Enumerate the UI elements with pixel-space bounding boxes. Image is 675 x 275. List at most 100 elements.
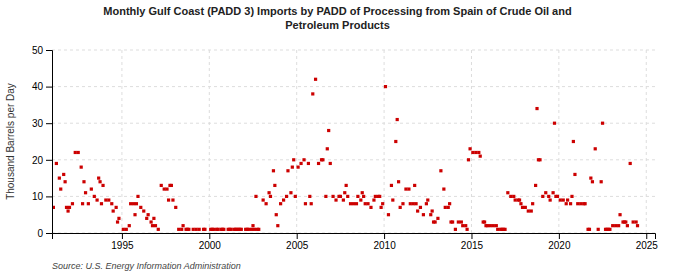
title-line: Monthly Gulf Coast (PADD 3) Imports by P… — [103, 5, 571, 17]
point — [334, 198, 337, 201]
point — [115, 206, 118, 209]
point — [419, 206, 422, 209]
x-tick-mark — [122, 233, 123, 239]
point — [617, 224, 620, 227]
point — [556, 195, 559, 198]
point — [583, 202, 586, 205]
y-tick-mark — [46, 50, 52, 51]
point — [591, 180, 594, 183]
point — [304, 202, 307, 205]
points — [52, 78, 639, 231]
y-tick-label: 40 — [32, 81, 44, 92]
point — [576, 202, 579, 205]
point — [90, 187, 93, 190]
point — [464, 224, 467, 227]
point — [519, 202, 522, 205]
point — [203, 228, 206, 231]
x-tick: 2000 — [199, 233, 222, 251]
point — [618, 213, 621, 216]
point — [82, 180, 85, 183]
point — [286, 169, 289, 172]
point — [401, 202, 404, 205]
point — [181, 224, 184, 227]
point — [58, 177, 61, 180]
grid-line-x — [209, 50, 210, 233]
point — [84, 191, 87, 194]
point — [198, 228, 201, 231]
point — [339, 195, 342, 198]
point — [100, 202, 103, 205]
point — [447, 206, 450, 209]
point — [308, 195, 311, 198]
point — [496, 228, 499, 231]
y-tick-label: 0 — [37, 228, 43, 239]
x-tick: 1995 — [111, 233, 134, 251]
point — [573, 173, 576, 176]
grid-line-y — [52, 196, 655, 197]
point — [394, 140, 397, 143]
point — [314, 78, 317, 81]
point — [397, 180, 400, 183]
point — [345, 184, 348, 187]
point — [600, 180, 603, 183]
x-axis: 1995200020052010201520202025 — [53, 233, 659, 251]
x-tick-label: 2010 — [373, 240, 396, 251]
y-tick-label: 50 — [32, 45, 44, 56]
point — [296, 166, 299, 169]
y-axis-line — [46, 51, 53, 234]
point — [65, 206, 68, 209]
point — [157, 228, 160, 231]
point — [125, 228, 128, 231]
point — [292, 158, 295, 161]
point — [343, 191, 346, 194]
point — [626, 224, 629, 227]
point — [139, 206, 142, 209]
point — [468, 147, 471, 150]
point — [589, 177, 592, 180]
point — [531, 202, 534, 205]
point — [136, 195, 139, 198]
point — [512, 195, 515, 198]
point — [80, 166, 83, 169]
point — [257, 228, 260, 231]
x-axis-line — [53, 234, 656, 240]
point — [180, 228, 183, 231]
point — [230, 228, 233, 231]
point — [74, 151, 77, 154]
point — [518, 198, 521, 201]
point — [384, 85, 387, 88]
point — [380, 206, 383, 209]
point — [471, 151, 474, 154]
x-tick-label: 2020 — [548, 240, 571, 251]
grid-line-x — [384, 50, 385, 233]
point — [59, 187, 62, 190]
point — [276, 224, 279, 227]
point — [110, 202, 113, 205]
point — [486, 224, 489, 227]
point — [479, 155, 482, 158]
point — [253, 228, 256, 231]
point — [62, 173, 65, 176]
point — [524, 206, 527, 209]
point — [489, 224, 492, 227]
point — [216, 228, 219, 231]
point — [282, 198, 285, 201]
point — [434, 220, 437, 223]
point — [222, 228, 225, 231]
grid-line-x — [646, 50, 647, 233]
point — [534, 184, 537, 187]
point — [117, 217, 120, 220]
point — [285, 195, 288, 198]
point — [454, 228, 457, 231]
point — [547, 195, 550, 198]
point — [467, 158, 470, 161]
point — [431, 209, 434, 212]
y-tick-mark — [46, 87, 52, 88]
point — [349, 202, 352, 205]
point — [187, 228, 190, 231]
point — [167, 198, 170, 201]
y-tick-mark — [46, 160, 52, 161]
x-tick: 2010 — [373, 233, 396, 251]
point — [503, 228, 506, 231]
point — [254, 195, 257, 198]
